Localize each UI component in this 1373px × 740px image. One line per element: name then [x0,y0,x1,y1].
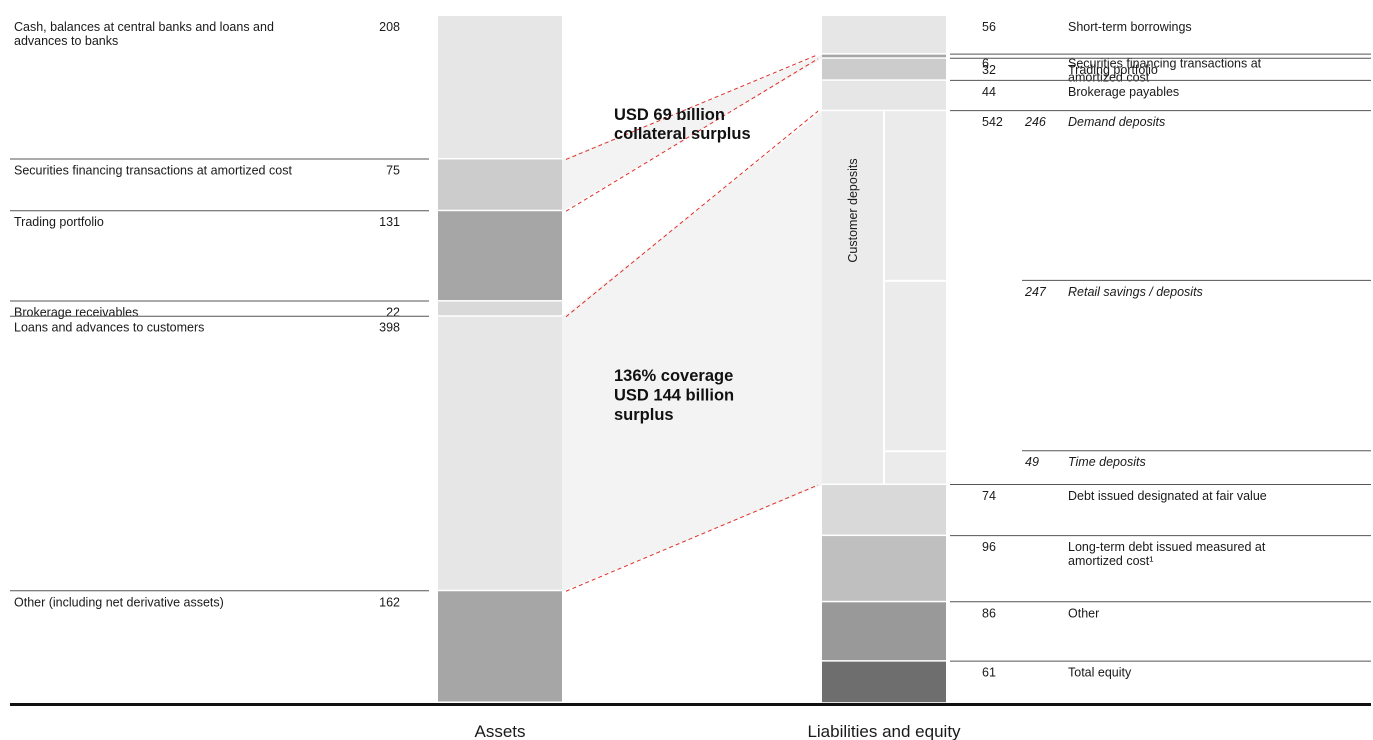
liability-value-4: 542 [982,115,1003,129]
asset-value-5: 162 [379,595,400,609]
liability-value-8: 61 [982,666,996,680]
liability-label-8: Total equity [1068,666,1132,680]
asset-bar-2 [438,211,562,300]
liability-bar-2 [822,59,946,80]
deposit-label-0: Demand deposits [1068,115,1165,129]
liability-label-2: Trading portfolio [1068,63,1158,77]
deposit-label-1: Retail savings / deposits [1068,285,1203,299]
liability-label-0: Short-term borrowings [1068,20,1192,34]
liability-bar-8 [822,662,946,703]
asset-value-1: 75 [386,163,400,177]
liability-label-7: Other [1068,606,1099,620]
deposit-label-2: Time deposits [1068,455,1146,469]
asset-bar-5 [438,591,562,701]
asset-value-3: 22 [386,306,400,320]
liability-value-2: 32 [982,63,996,77]
liability-label-5: Debt issued designated at fair value [1068,489,1267,503]
customer-deposits-label: Customer deposits [846,158,860,262]
liability-bar-0 [822,16,946,53]
liability-label-3: Brokerage payables [1068,85,1179,99]
asset-value-0: 208 [379,20,400,34]
asset-label-1: Securities financing transactions at amo… [14,163,292,177]
liability-bar-7 [822,602,946,660]
liability-value-6: 96 [982,540,996,554]
deposit-value-0: 246 [1024,115,1046,129]
asset-bar-3 [438,302,562,316]
category-label-assets: Assets [474,722,525,740]
asset-bar-0 [438,16,562,158]
asset-label-3: Brokerage receivables [14,306,138,320]
liability-bar-5 [822,485,946,535]
liability-bar-6 [822,536,946,601]
liability-bar-1 [822,55,946,58]
asset-bar-1 [438,159,562,209]
asset-value-2: 131 [379,215,400,229]
liability-value-3: 44 [982,85,996,99]
category-label-liabilities: Liabilities and equity [807,722,961,740]
asset-label-2: Trading portfolio [14,215,104,229]
asset-label-0: Cash, balances at central banks and loan… [14,20,274,48]
liability-label-6: Long-term debt issued measured at amortiz… [1068,540,1266,568]
deposit-value-2: 49 [1025,455,1039,469]
deposit-value-1: 247 [1024,285,1047,299]
liability-value-7: 86 [982,606,996,620]
liability-value-5: 74 [982,489,996,503]
asset-value-4: 398 [379,321,400,335]
asset-label-4: Loans and advances to customers [14,321,204,335]
asset-bar-4 [438,317,562,590]
asset-label-5: Other (including net derivative assets) [14,595,224,609]
liability-bar-3 [822,81,946,110]
liability-value-0: 56 [982,20,996,34]
